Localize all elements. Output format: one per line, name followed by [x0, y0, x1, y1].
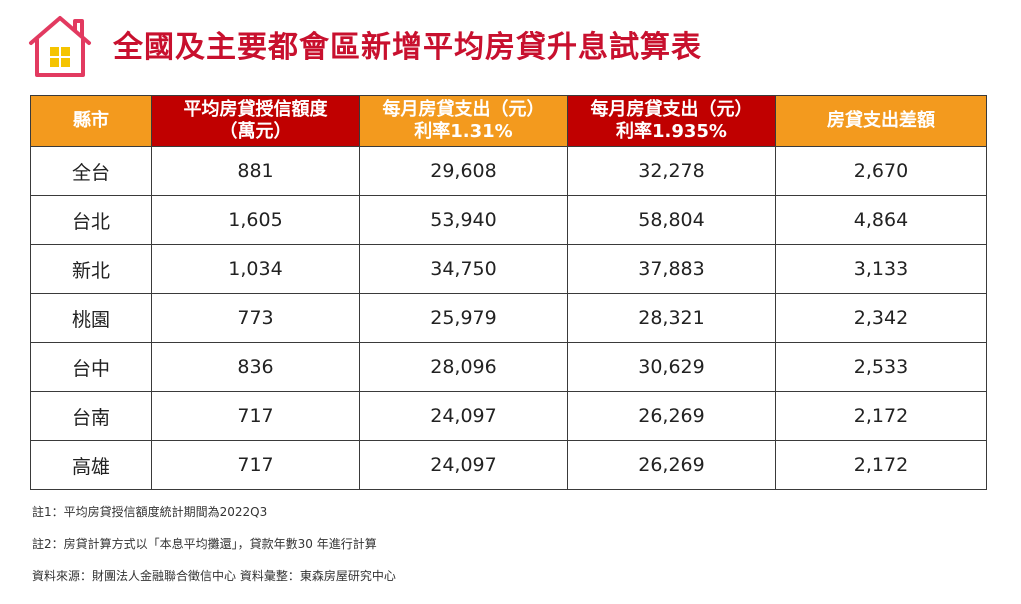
cell-payment-1-935: 26,269	[567, 391, 776, 441]
cell-loan-amount: 773	[151, 293, 360, 343]
house-icon	[25, 13, 95, 81]
cell-city: 台北	[30, 195, 152, 245]
header-difference: 房貸支出差額	[775, 95, 987, 147]
cell-loan-amount: 836	[151, 342, 360, 392]
cell-payment-1-31: 34,750	[359, 244, 568, 294]
cell-loan-amount: 717	[151, 440, 360, 490]
footnotes: 註1：平均房貸授信額度統計期間為2022Q3 註2：房貸計算方式以「本息平均攤還…	[32, 503, 396, 599]
header-city: 縣市	[30, 95, 152, 147]
footnote-2: 註2：房貸計算方式以「本息平均攤還」，貸款年數30 年進行計算	[32, 537, 377, 551]
cell-payment-1-31: 29,608	[359, 146, 568, 196]
cell-payment-1-935: 28,321	[567, 293, 776, 343]
cell-city: 全台	[30, 146, 152, 196]
cell-difference: 3,133	[775, 244, 987, 294]
cell-city: 桃園	[30, 293, 152, 343]
data-source-note: 資料來源：財團法人金融聯合徵信中心 資料彙整：東森房屋研究中心	[32, 569, 396, 583]
cell-difference: 2,533	[775, 342, 987, 392]
header-loan-amount: 平均房貸授信額度 （萬元）	[151, 95, 360, 147]
cell-loan-amount: 1,034	[151, 244, 360, 294]
cell-difference: 2,172	[775, 391, 987, 441]
table-row: 桃園 773 25,979 28,321 2,342	[30, 293, 987, 343]
table-row: 台北 1,605 53,940 58,804 4,864	[30, 195, 987, 245]
cell-city: 台南	[30, 391, 152, 441]
cell-payment-1-935: 37,883	[567, 244, 776, 294]
table-row: 高雄 717 24,097 26,269 2,172	[30, 440, 987, 490]
cell-city: 台中	[30, 342, 152, 392]
cell-difference: 2,342	[775, 293, 987, 343]
cell-loan-amount: 717	[151, 391, 360, 441]
table-row: 新北 1,034 34,750 37,883 3,133	[30, 244, 987, 294]
cell-payment-1-935: 58,804	[567, 195, 776, 245]
header-payment-1-935: 每月房貸支出（元） 利率1.935%	[567, 95, 776, 147]
cell-payment-1-935: 30,629	[567, 342, 776, 392]
cell-difference: 2,172	[775, 440, 987, 490]
cell-payment-1-31: 24,097	[359, 440, 568, 490]
table-row: 台中 836 28,096 30,629 2,533	[30, 342, 987, 392]
footnote-1: 註1：平均房貸授信額度統計期間為2022Q3	[32, 505, 268, 519]
cell-loan-amount: 1,605	[151, 195, 360, 245]
table-row: 全台 881 29,608 32,278 2,670	[30, 146, 987, 196]
cell-difference: 4,864	[775, 195, 987, 245]
cell-payment-1-31: 53,940	[359, 195, 568, 245]
cell-loan-amount: 881	[151, 146, 360, 196]
mortgage-table: 縣市 平均房貸授信額度 （萬元） 每月房貸支出（元） 利率1.31% 每月房貸支…	[30, 95, 987, 490]
cell-difference: 2,670	[775, 146, 987, 196]
cell-payment-1-31: 25,979	[359, 293, 568, 343]
cell-city: 高雄	[30, 440, 152, 490]
header-payment-1-31: 每月房貸支出（元） 利率1.31%	[359, 95, 568, 147]
table-row: 台南 717 24,097 26,269 2,172	[30, 391, 987, 441]
table-header-row: 縣市 平均房貸授信額度 （萬元） 每月房貸支出（元） 利率1.31% 每月房貸支…	[30, 95, 987, 147]
cell-payment-1-935: 32,278	[567, 146, 776, 196]
cell-city: 新北	[30, 244, 152, 294]
page-title: 全國及主要都會區新增平均房貸升息試算表	[113, 30, 702, 65]
cell-payment-1-31: 28,096	[359, 342, 568, 392]
cell-payment-1-935: 26,269	[567, 440, 776, 490]
cell-payment-1-31: 24,097	[359, 391, 568, 441]
